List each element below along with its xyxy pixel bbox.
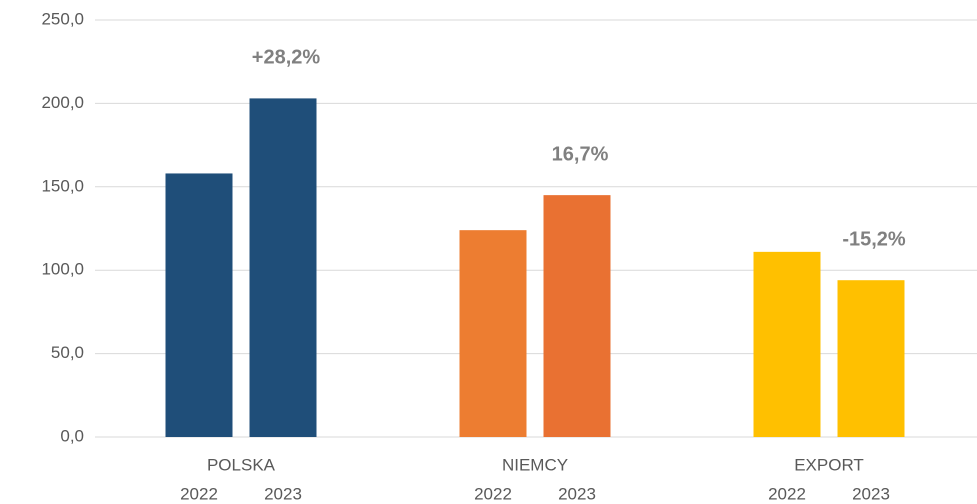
bar: [753, 251, 821, 437]
x-tick-label: NIEMCY: [502, 455, 568, 474]
series-label: 2022: [180, 484, 218, 503]
bar: [459, 230, 527, 437]
series-label: 2022: [474, 484, 512, 503]
annotation: 16,7%: [552, 143, 609, 165]
series-label: 2022: [768, 484, 806, 503]
y-tick-label: 250,0: [41, 9, 84, 28]
y-tick-label: 0,0: [60, 426, 84, 445]
bar: [837, 280, 905, 437]
y-tick-label: 50,0: [51, 343, 84, 362]
bar: [543, 195, 611, 437]
bar: [165, 173, 233, 437]
annotation: +28,2%: [252, 47, 321, 69]
y-tick-label: 200,0: [41, 93, 84, 112]
bar: [249, 98, 317, 437]
y-tick-label: 150,0: [41, 176, 84, 195]
x-tick-label: POLSKA: [207, 455, 276, 474]
annotation: -15,2%: [842, 228, 906, 250]
y-tick-label: 100,0: [41, 260, 84, 279]
series-label: 2023: [264, 484, 302, 503]
series-label: 2023: [558, 484, 596, 503]
x-tick-label: EXPORT: [794, 455, 864, 474]
series-label: 2023: [852, 484, 890, 503]
